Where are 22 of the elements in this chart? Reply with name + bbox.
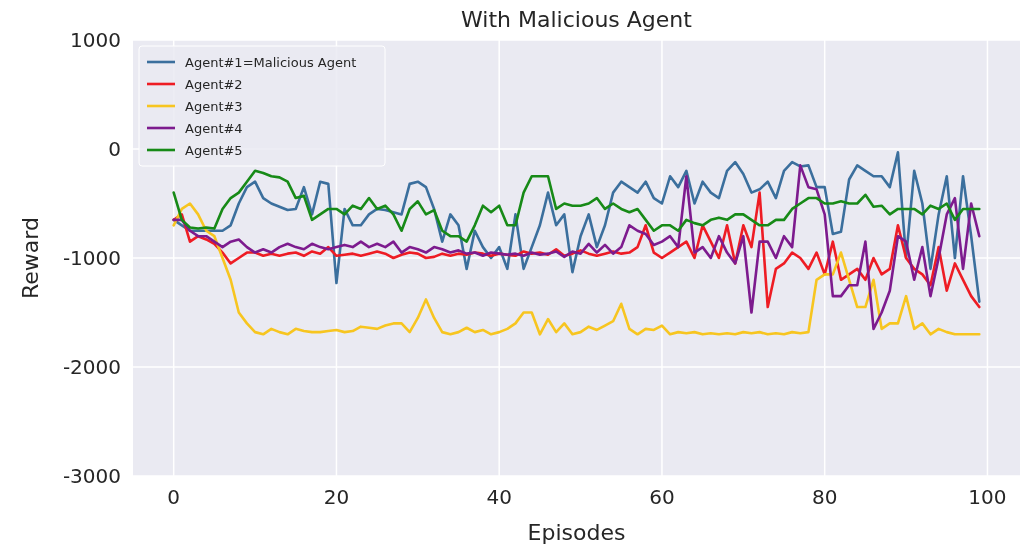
chart-title: With Malicious Agent (461, 7, 693, 32)
legend-label: Agent#4 (185, 121, 243, 136)
x-tick-label: 100 (968, 485, 1007, 509)
legend-label: Agent#2 (185, 77, 243, 92)
y-tick-label: -3000 (62, 464, 121, 488)
legend-label: Agent#5 (185, 143, 243, 158)
x-tick-label: 40 (486, 485, 512, 509)
x-tick-label: 0 (167, 485, 181, 509)
x-tick-label: 80 (811, 485, 838, 509)
line-series (172, 202, 981, 336)
y-tick-label: -1000 (62, 246, 121, 270)
y-tick-label: -2000 (62, 355, 121, 379)
line-series (172, 164, 981, 331)
y-tick-label: 1000 (70, 28, 121, 52)
y-axis-title: Reward (18, 217, 43, 299)
legend-label: Agent#3 (185, 99, 243, 114)
legend-label: Agent#1=Malicious Agent (185, 55, 357, 70)
y-tick-label: 0 (108, 137, 121, 161)
line-series (172, 169, 981, 243)
x-axis-title: Episodes (527, 520, 626, 545)
x-tick-label: 60 (649, 485, 675, 509)
x-tick-label: 20 (323, 485, 350, 509)
